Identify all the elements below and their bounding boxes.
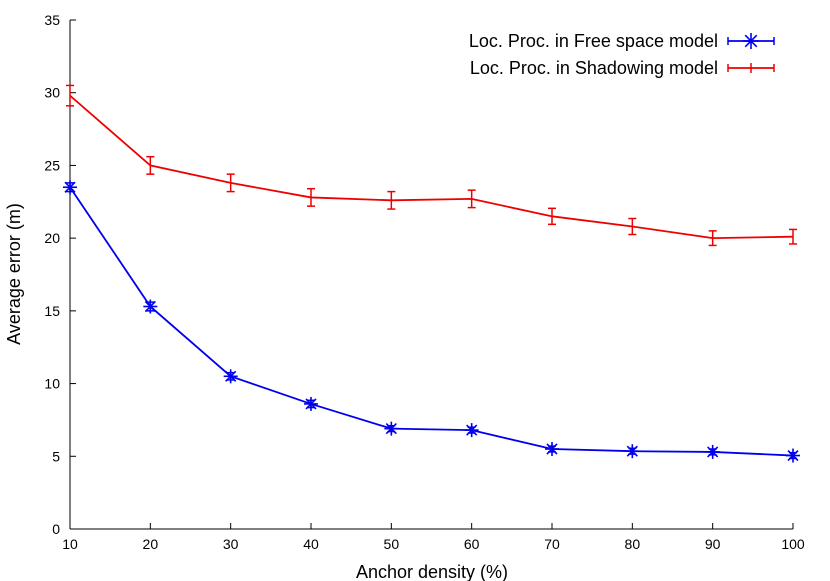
legend: Loc. Proc. in Free space model Loc. Proc.… xyxy=(469,31,775,78)
x-tick-label: 20 xyxy=(143,536,159,552)
x-tick-label: 30 xyxy=(223,536,239,552)
series-0-point xyxy=(223,369,238,384)
series-0-point xyxy=(545,442,559,457)
y-tick-label: 25 xyxy=(44,157,60,173)
series-0-point xyxy=(384,421,399,436)
series-1-errorbar xyxy=(628,217,637,236)
y-tick-label: 30 xyxy=(44,85,60,101)
legend-label-1: Loc. Proc. in Shadowing model xyxy=(470,58,718,78)
legend-marker-0 xyxy=(743,33,759,49)
series-0-point xyxy=(304,396,318,411)
series-0-point xyxy=(705,444,720,459)
series-1-errorbar xyxy=(548,207,556,226)
series-0-point xyxy=(63,180,77,195)
plot-axes xyxy=(69,20,793,530)
y-tick-label: 15 xyxy=(44,303,60,319)
series-0-point xyxy=(464,423,479,438)
x-tick-label: 100 xyxy=(781,536,805,552)
series-layer xyxy=(63,84,800,463)
series-1-errorbar xyxy=(226,173,235,193)
y-tick-label: 0 xyxy=(52,521,60,537)
series-1-errorbar xyxy=(146,155,155,175)
series-1-errorbar xyxy=(708,230,717,247)
y-tick-label: 35 xyxy=(44,12,60,28)
x-tick-label: 50 xyxy=(384,536,400,552)
x-tick-label: 60 xyxy=(464,536,480,552)
x-axis-label: Anchor density (%) xyxy=(356,562,508,581)
y-tick-label: 5 xyxy=(52,448,60,464)
series-1-errorbar xyxy=(66,84,74,107)
series-1-errorbar xyxy=(789,228,797,245)
x-tick-label: 10 xyxy=(62,536,78,552)
y-axis-label: Average error (m) xyxy=(4,203,24,345)
series-0-point xyxy=(143,299,158,314)
y-tick-label: 10 xyxy=(44,376,60,392)
series-0-point xyxy=(625,444,640,459)
series-0-point xyxy=(786,448,800,463)
x-tick-label: 40 xyxy=(303,536,319,552)
x-tick-label: 80 xyxy=(625,536,641,552)
series-1-line xyxy=(69,94,794,240)
x-tick-label: 90 xyxy=(705,536,721,552)
y-tick-label: 20 xyxy=(44,230,60,246)
series-1-errorbar xyxy=(307,187,315,207)
axis-ticks: 10 20 30 40 50 60 70 80 90 100 0 5 10 15 20 25 30 35 xyxy=(44,12,804,552)
x-tick-label: 70 xyxy=(544,536,560,552)
series-1-errorbar xyxy=(387,190,396,210)
series-0-line xyxy=(69,186,794,457)
legend-label-0: Loc. Proc. in Free space model xyxy=(469,31,718,51)
series-1-errorbar xyxy=(467,189,476,209)
